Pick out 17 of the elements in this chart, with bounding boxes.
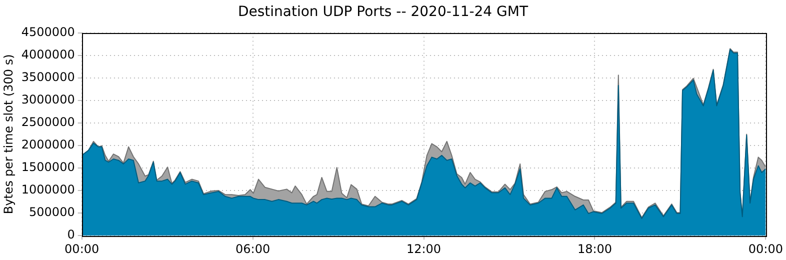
chart-title: Destination UDP Ports -- 2020-11-24 GMT [238, 4, 528, 20]
y-tick-label: 3000000 [21, 92, 75, 107]
x-tick-label: 00:00 [64, 242, 100, 256]
y-tick-label: 3500000 [21, 70, 75, 84]
y-tick-label: 0 [67, 228, 75, 242]
x-tick-label: 18:00 [577, 242, 612, 256]
y-tick-label: 1000000 [21, 182, 75, 197]
x-tick-label: 00:00 [748, 242, 784, 256]
y-axis-title: Bytes per time slot (300 s) [1, 54, 16, 214]
x-tick-label: 06:00 [236, 242, 270, 256]
y-tick-label: 4000000 [21, 47, 75, 62]
y-tick-label: 2000000 [21, 138, 75, 152]
y-tick-label: 2500000 [21, 115, 75, 130]
y-tick-label: 4500000 [21, 24, 75, 39]
y-tick-label: 1500000 [21, 160, 75, 174]
y-tick-label: 500000 [29, 205, 75, 220]
x-tick-label: 12:00 [406, 242, 442, 256]
